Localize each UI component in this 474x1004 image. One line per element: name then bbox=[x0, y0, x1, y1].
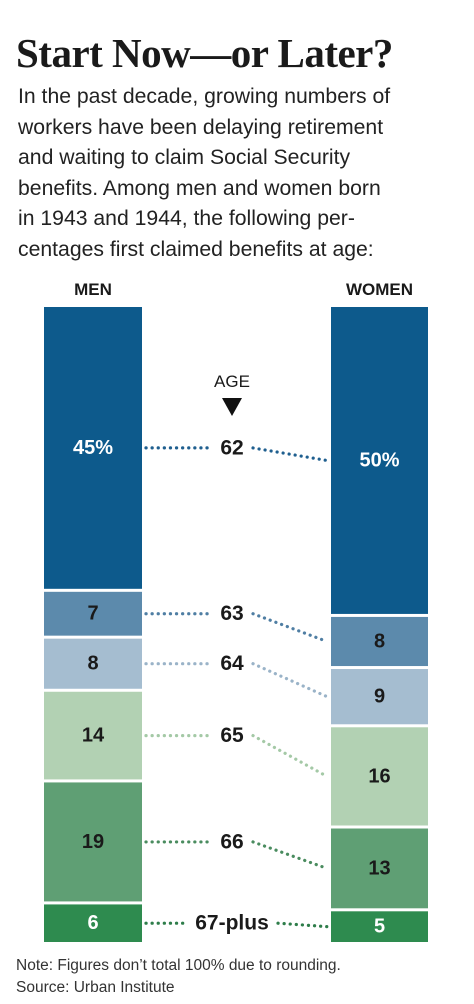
intro-text: In the past decade, growing numbers of w… bbox=[18, 82, 464, 265]
intro-line: workers have been delaying retirement bbox=[18, 115, 384, 139]
series-label-men: MEN bbox=[74, 280, 112, 299]
data-label-women-62: 50% bbox=[359, 449, 399, 471]
data-label-men-67-plus: 6 bbox=[87, 912, 98, 934]
data-label-women-66: 13 bbox=[368, 857, 390, 879]
bar-segment-men-63 bbox=[44, 591, 142, 636]
data-label-men-66: 19 bbox=[82, 831, 104, 853]
age-axis-title: AGE bbox=[214, 372, 250, 391]
data-label-men-64: 8 bbox=[87, 653, 98, 675]
data-label-men-62: 45% bbox=[73, 437, 113, 459]
bar-segment-men-64 bbox=[44, 638, 142, 689]
bar-segment-women-65 bbox=[331, 727, 428, 826]
age-label-62: 62 bbox=[220, 436, 243, 459]
intro-line: In the past decade, growing numbers of bbox=[18, 85, 391, 108]
bar-segment-men-65 bbox=[44, 691, 142, 780]
intro-line: benefits. Among men and women born bbox=[18, 176, 381, 200]
intro-line: centages first claimed benefits at age: bbox=[18, 237, 374, 261]
bar-segment-men-62 bbox=[44, 307, 142, 589]
data-label-men-63: 7 bbox=[87, 603, 98, 625]
page-title: Start Now—or Later? bbox=[16, 30, 393, 76]
down-arrow-icon bbox=[222, 398, 242, 416]
bar-segment-women-63 bbox=[331, 616, 428, 667]
stacked-bar-chart: MEN 45% 7 8 14 19 6 WOMEN 50% 8 9 16 13 5 AGE 62 63 64 65 6… bbox=[44, 280, 428, 942]
age-label-67-plus: 67-plus bbox=[195, 912, 269, 935]
age-label-64: 64 bbox=[220, 652, 244, 675]
data-label-women-64: 9 bbox=[374, 686, 385, 708]
data-label-women-63: 8 bbox=[374, 630, 385, 652]
intro-line: and waiting to claim Social Security bbox=[18, 146, 351, 169]
bar-segment-women-62 bbox=[331, 307, 428, 614]
footnote: Note: Figures don’t total 100% due to ro… bbox=[16, 955, 341, 999]
rounding-note: Note: Figures don’t total 100% due to ro… bbox=[16, 957, 341, 974]
bar-segment-women-64 bbox=[331, 669, 428, 725]
age-label-66: 66 bbox=[220, 830, 243, 853]
connector-women-65 bbox=[251, 733, 329, 778]
age-label-65: 65 bbox=[220, 724, 244, 747]
connector-women-62 bbox=[251, 446, 329, 463]
intro-line: in 1943 and 1944, the following per- bbox=[18, 207, 355, 230]
age-label-63: 63 bbox=[220, 602, 243, 625]
data-label-women-67-plus: 5 bbox=[374, 916, 385, 938]
connector-women-67-plus bbox=[276, 921, 329, 929]
connector-women-63 bbox=[251, 612, 329, 644]
connector-women-66 bbox=[251, 840, 329, 871]
series-label-women: WOMEN bbox=[346, 280, 413, 299]
data-label-women-65: 16 bbox=[368, 765, 390, 787]
connector-women-64 bbox=[251, 662, 329, 699]
source-note: Source: Urban Institute bbox=[16, 979, 175, 996]
bar-segment-men-66 bbox=[44, 782, 142, 902]
bar-segment-men-67-plus bbox=[44, 904, 142, 942]
bar-segment-women-66 bbox=[331, 828, 428, 909]
data-label-men-65: 14 bbox=[82, 725, 105, 747]
bar-segment-women-67-plus bbox=[331, 911, 428, 942]
